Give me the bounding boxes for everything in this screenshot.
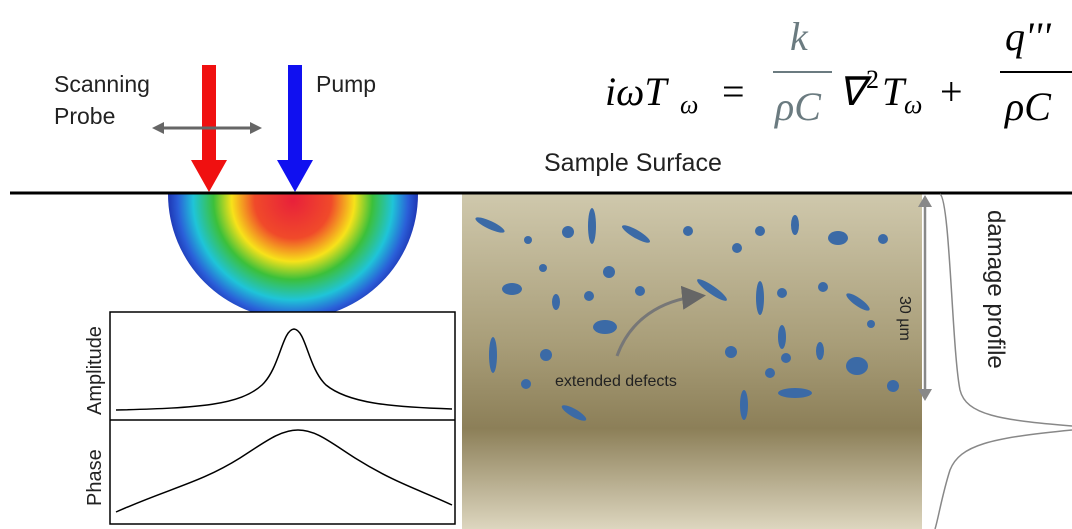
amplitude-curve [115, 328, 453, 411]
pump-arrow [277, 65, 313, 192]
defect-arrow [615, 285, 706, 357]
profile-label: damage profile [982, 210, 1009, 369]
phase-curve [115, 429, 453, 513]
eq-den: ρC [1003, 84, 1052, 129]
eq-term: T [882, 69, 907, 114]
defects-label: extended defects [555, 373, 677, 390]
eq-num: q''' [1005, 14, 1052, 59]
defects [475, 208, 899, 421]
surface-label: Sample Surface [544, 149, 722, 177]
amplitude-label: Amplitude [84, 326, 106, 415]
eq-sub: ω [680, 90, 698, 119]
probe-label: Probe [54, 103, 115, 129]
phase-label: Phase [84, 449, 106, 506]
probe-label: Scanning [54, 71, 150, 97]
plot-box [109, 311, 456, 525]
sample-region [462, 194, 922, 529]
eq-sub: ω [904, 90, 922, 119]
eq-sup: 2 [866, 65, 879, 94]
eq-term: iωT [605, 69, 669, 114]
pump-label: Pump [316, 71, 376, 97]
damage-curve [934, 193, 1072, 529]
thermal-wave [168, 194, 418, 319]
depth-arrow [918, 195, 932, 401]
eq-op: + [940, 69, 963, 114]
eq-num: k [790, 14, 809, 59]
equation: iωT ω = k ρC ∇ 2 T ω + q''' ρC [605, 14, 1072, 129]
depth-label: 30 µm [896, 296, 913, 341]
eq-den: ρC [773, 84, 822, 129]
scan-arrow [152, 122, 262, 134]
eq-op: = [722, 69, 745, 114]
